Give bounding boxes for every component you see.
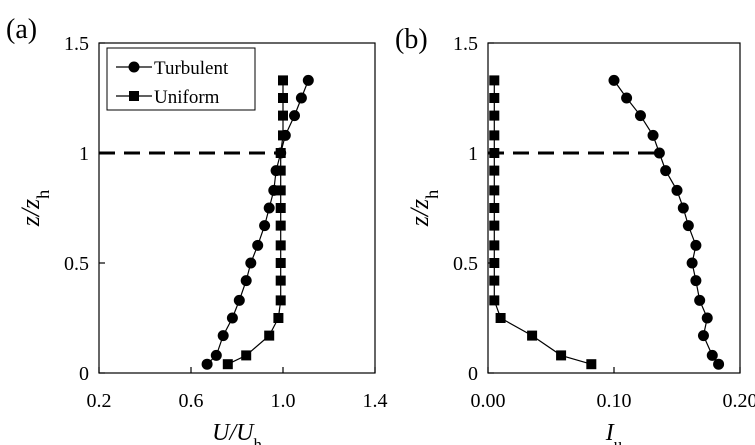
y-tick-label: 1	[468, 143, 478, 165]
data-point-uniform	[489, 203, 500, 213]
legend-box	[106, 47, 256, 111]
data-point-uniform	[275, 275, 286, 286]
data-point-turbulent	[621, 92, 633, 104]
x-tick-label: 0.6	[179, 390, 204, 412]
data-point-uniform	[495, 313, 506, 323]
series-line-uniform	[493, 80, 592, 365]
y-axis-label: z/zh	[405, 190, 442, 228]
data-point-uniform	[556, 350, 567, 361]
data-point-uniform	[489, 275, 500, 286]
data-point-uniform	[278, 75, 288, 86]
data-point-turbulent	[210, 349, 222, 361]
data-point-uniform	[275, 240, 286, 251]
data-point-uniform	[275, 295, 286, 306]
data-point-turbulent	[263, 202, 275, 214]
data-point-uniform	[275, 220, 286, 231]
data-point-uniform	[489, 258, 500, 268]
data-point-turbulent	[690, 239, 702, 251]
plot-frame-b	[487, 42, 741, 374]
legend-marker-square	[129, 91, 139, 101]
series-line-turbulent	[206, 80, 309, 365]
data-point-turbulent	[634, 110, 646, 122]
data-point-turbulent	[660, 165, 672, 177]
data-point-uniform	[275, 203, 286, 213]
data-point-uniform	[586, 359, 597, 370]
data-point-turbulent	[713, 358, 725, 370]
data-point-turbulent	[690, 275, 702, 287]
data-point-uniform	[275, 165, 286, 176]
data-point-uniform	[489, 165, 500, 176]
data-point-turbulent	[706, 349, 718, 361]
data-point-uniform	[278, 130, 288, 141]
data-point-turbulent	[653, 147, 665, 159]
data-point-turbulent	[233, 294, 245, 306]
data-point-turbulent	[259, 220, 271, 232]
data-point-turbulent	[217, 330, 229, 342]
y-tick-label: 1	[79, 143, 89, 165]
data-point-uniform	[275, 258, 286, 268]
x-tick-label: 0.20	[723, 390, 755, 412]
x-tick-label: 1.4	[363, 390, 388, 412]
data-point-turbulent	[245, 257, 257, 269]
data-point-uniform	[527, 330, 538, 341]
y-tick-label: 0	[468, 363, 478, 385]
x-tick-label: 0.00	[471, 390, 506, 412]
y-tick-label: 1.5	[64, 33, 89, 55]
data-point-turbulent	[240, 275, 252, 287]
data-point-uniform	[489, 295, 500, 306]
data-point-uniform	[489, 220, 500, 231]
data-point-turbulent	[647, 129, 659, 141]
panel-b-label: (b)	[395, 24, 428, 55]
x-tick-label: 0.10	[597, 390, 632, 412]
data-point-uniform	[489, 130, 500, 141]
data-point-uniform	[278, 110, 288, 121]
data-point-turbulent	[289, 110, 300, 122]
y-axis-label: z/zh	[16, 190, 53, 228]
data-point-uniform	[489, 93, 500, 103]
data-point-turbulent	[701, 312, 713, 324]
x-axis-label: U/Uh	[212, 420, 262, 445]
data-point-uniform	[273, 313, 284, 323]
plot-frame-a	[98, 42, 376, 374]
data-point-turbulent	[694, 294, 706, 306]
data-point-turbulent	[682, 220, 694, 232]
plot-b: 0 0.5 1 1.5 0.00 0.10 0.20 Iu z/zh	[405, 33, 755, 445]
data-point-turbulent	[295, 92, 307, 104]
series-line-turbulent	[613, 80, 720, 365]
x-tick-label: 1.0	[271, 390, 296, 412]
x-tick-label: 0.2	[87, 390, 112, 412]
data-point-uniform	[278, 93, 288, 103]
data-point-turbulent	[608, 74, 620, 86]
y-tick-label: 0.5	[64, 253, 89, 275]
data-point-uniform	[489, 110, 500, 121]
data-point-uniform	[489, 240, 500, 251]
data-point-turbulent	[677, 202, 689, 214]
data-point-turbulent	[671, 184, 683, 196]
x-axis-label: Iu	[605, 420, 623, 445]
data-point-turbulent	[697, 330, 709, 342]
data-point-uniform	[489, 75, 500, 86]
legend-label-turbulent: Turbulent	[154, 58, 229, 79]
legend: Turbulent Uniform	[106, 47, 256, 111]
y-tick-label: 0	[79, 363, 89, 385]
data-point-uniform	[241, 350, 252, 361]
plot-a: 0 0.5 1 1.5 0.2 0.6 1.0 1.4 U/Uh z/zh Turbulent Uni…	[16, 33, 388, 445]
data-point-turbulent	[226, 312, 238, 324]
legend-label-uniform: Uniform	[154, 87, 220, 108]
data-point-uniform	[275, 148, 286, 158]
data-point-turbulent	[201, 358, 213, 370]
data-point-uniform	[275, 185, 286, 196]
data-point-uniform	[489, 148, 500, 158]
y-tick-label: 1.5	[453, 33, 478, 55]
y-tick-label: 0.5	[453, 253, 478, 275]
data-point-turbulent	[686, 257, 698, 269]
data-point-turbulent	[302, 74, 314, 86]
data-point-uniform	[264, 330, 275, 341]
panel-a-label: (a)	[6, 14, 37, 45]
data-point-turbulent	[252, 239, 264, 251]
legend-marker-circle	[128, 61, 140, 73]
data-point-uniform	[489, 185, 500, 196]
data-point-uniform	[222, 359, 233, 370]
